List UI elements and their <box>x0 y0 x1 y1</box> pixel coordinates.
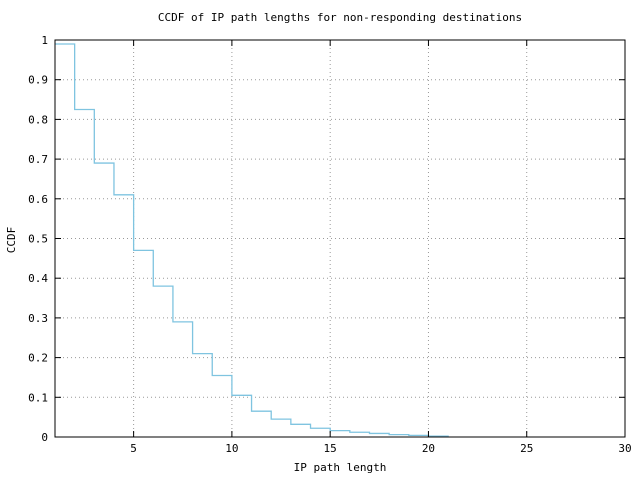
y-tick-label: 0.1 <box>28 391 48 404</box>
y-tick-label: 0.7 <box>28 153 48 166</box>
x-tick-label: 10 <box>225 442 238 455</box>
y-tick-label: 0.5 <box>28 233 48 246</box>
y-tick-label: 0.9 <box>28 74 48 87</box>
y-tick-label: 0.2 <box>28 352 48 365</box>
axis-layer <box>54 39 626 438</box>
y-tick-label: 0.8 <box>28 113 48 126</box>
y-tick-label: 0.4 <box>28 272 48 285</box>
x-axis-label: IP path length <box>294 461 387 474</box>
plot-border <box>54 39 626 438</box>
x-tick-label: 5 <box>130 442 137 455</box>
grid-layer <box>55 39 626 438</box>
tick-label-layer: 5 10 15 20 25 30 0 0.1 0.2 0.3 0.4 0.5 0.6 0.7 0.8 0.9 1 <box>28 34 632 455</box>
y-axis-label: CCDF <box>5 227 18 254</box>
curve-layer <box>55 43 449 437</box>
y-tick-label: 1 <box>41 34 48 47</box>
x-tick-label: 15 <box>324 442 337 455</box>
x-tick-label: 25 <box>520 442 533 455</box>
x-tick-label: 20 <box>422 442 435 455</box>
x-tick-label: 30 <box>618 442 631 455</box>
ccdf-step-curve <box>55 43 449 437</box>
chart-title: CCDF of IP path lengths for non-respondi… <box>158 11 522 24</box>
y-tick-label: 0 <box>41 431 48 444</box>
y-tick-label: 0.3 <box>28 312 48 325</box>
y-tick-label: 0.6 <box>28 193 48 206</box>
